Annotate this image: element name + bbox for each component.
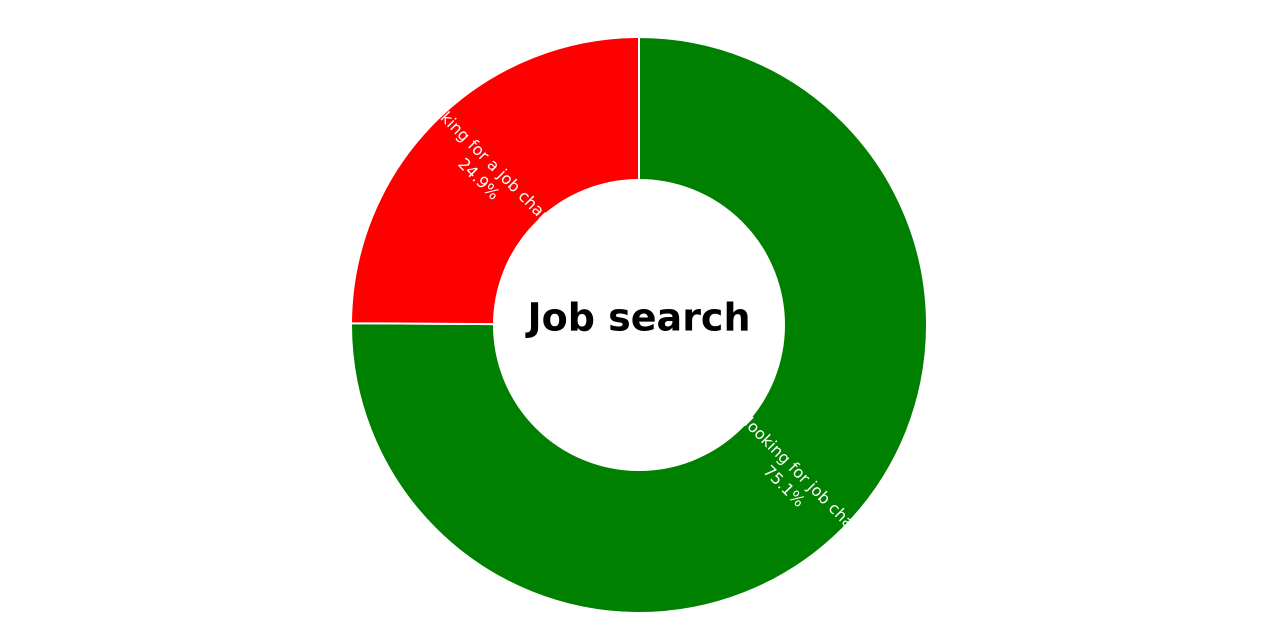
slice-0 [350,35,928,614]
slice-1 [349,35,640,326]
chart-title: Job search [524,296,750,340]
donut-slices [349,35,928,614]
